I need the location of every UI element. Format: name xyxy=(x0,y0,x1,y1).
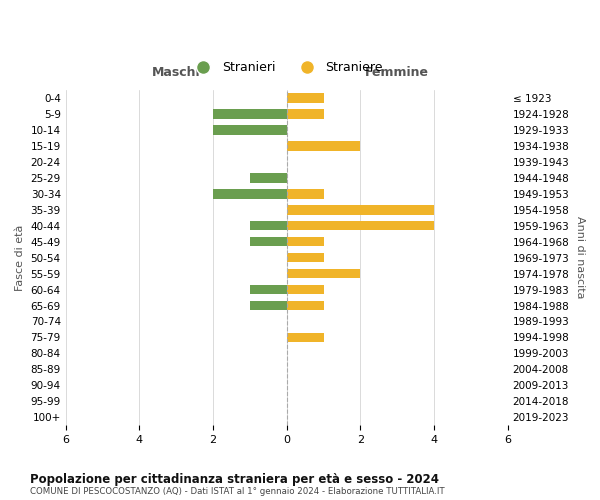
Bar xyxy=(250,221,287,230)
Bar xyxy=(287,221,434,230)
Text: Femmine: Femmine xyxy=(365,66,429,79)
Text: Maschi: Maschi xyxy=(152,66,200,79)
Bar xyxy=(287,93,323,102)
Bar xyxy=(287,253,323,262)
Y-axis label: Fasce di età: Fasce di età xyxy=(15,224,25,291)
Text: Popolazione per cittadinanza straniera per età e sesso - 2024: Popolazione per cittadinanza straniera p… xyxy=(30,472,439,486)
Bar xyxy=(287,300,323,310)
Bar xyxy=(287,269,361,278)
Bar xyxy=(250,173,287,182)
Bar xyxy=(287,332,323,342)
Y-axis label: Anni di nascita: Anni di nascita xyxy=(575,216,585,299)
Bar xyxy=(250,285,287,294)
Bar xyxy=(287,285,323,294)
Legend: Stranieri, Straniere: Stranieri, Straniere xyxy=(185,56,388,79)
Bar xyxy=(287,189,323,198)
Text: COMUNE DI PESCOCOSTANZO (AQ) - Dati ISTAT al 1° gennaio 2024 - Elaborazione TUTT: COMUNE DI PESCOCOSTANZO (AQ) - Dati ISTA… xyxy=(30,488,445,496)
Bar xyxy=(287,205,434,214)
Bar xyxy=(213,125,287,134)
Bar xyxy=(213,189,287,198)
Bar xyxy=(250,237,287,246)
Bar xyxy=(287,109,323,118)
Bar xyxy=(287,237,323,246)
Bar xyxy=(250,300,287,310)
Bar xyxy=(287,141,361,150)
Bar xyxy=(213,109,287,118)
